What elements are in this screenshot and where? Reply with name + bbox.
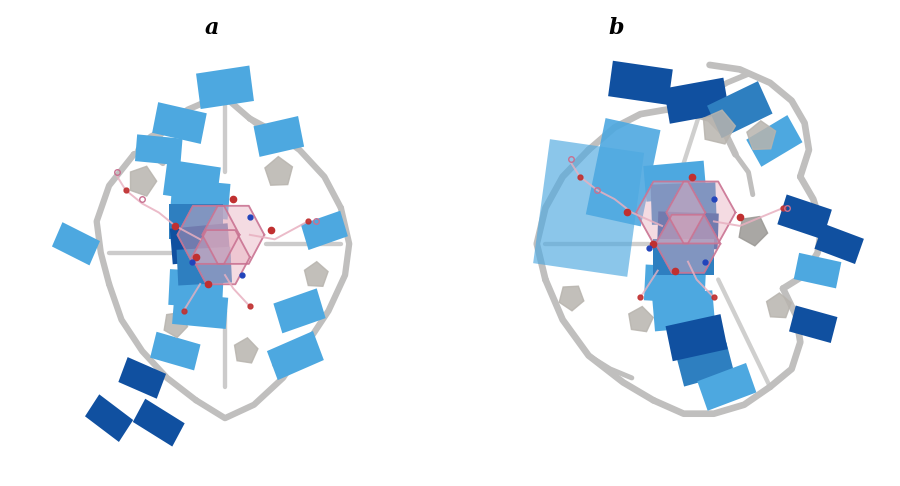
- Polygon shape: [265, 156, 292, 185]
- Bar: [152, 102, 207, 144]
- Bar: [653, 239, 714, 275]
- Bar: [664, 78, 729, 124]
- Polygon shape: [177, 206, 239, 264]
- Bar: [135, 134, 183, 165]
- Bar: [651, 182, 716, 225]
- Bar: [172, 293, 229, 329]
- Bar: [608, 61, 673, 105]
- Bar: [267, 331, 324, 380]
- Bar: [133, 399, 184, 447]
- Bar: [586, 118, 661, 226]
- Polygon shape: [704, 110, 735, 144]
- Polygon shape: [629, 307, 653, 331]
- Polygon shape: [739, 217, 768, 246]
- Polygon shape: [747, 121, 776, 149]
- Bar: [794, 253, 842, 288]
- Bar: [676, 343, 734, 386]
- Bar: [119, 357, 166, 399]
- Bar: [163, 159, 220, 203]
- Bar: [150, 332, 201, 370]
- Bar: [176, 247, 232, 285]
- Bar: [274, 288, 326, 333]
- Bar: [657, 211, 719, 249]
- Polygon shape: [655, 215, 720, 273]
- Polygon shape: [636, 181, 706, 243]
- Text: b: b: [608, 17, 625, 39]
- Polygon shape: [130, 166, 157, 196]
- Polygon shape: [304, 261, 328, 286]
- Bar: [254, 116, 304, 157]
- Polygon shape: [767, 293, 791, 318]
- Polygon shape: [666, 181, 735, 243]
- Polygon shape: [559, 286, 584, 311]
- Bar: [85, 394, 133, 442]
- Bar: [778, 194, 832, 240]
- Bar: [170, 178, 230, 220]
- Bar: [168, 269, 224, 308]
- Polygon shape: [164, 312, 187, 338]
- Bar: [665, 314, 728, 361]
- Bar: [814, 224, 864, 264]
- Text: a: a: [204, 17, 219, 39]
- Bar: [789, 306, 838, 343]
- Bar: [533, 139, 644, 277]
- Bar: [698, 363, 756, 411]
- Bar: [644, 264, 706, 304]
- Polygon shape: [235, 338, 258, 363]
- Bar: [170, 223, 230, 264]
- Bar: [196, 66, 254, 109]
- Bar: [644, 161, 706, 202]
- Polygon shape: [202, 206, 265, 264]
- Bar: [301, 211, 348, 250]
- Polygon shape: [192, 230, 250, 284]
- Bar: [52, 222, 100, 265]
- Bar: [169, 204, 223, 239]
- Bar: [746, 115, 803, 167]
- Bar: [707, 81, 772, 138]
- Bar: [652, 290, 716, 331]
